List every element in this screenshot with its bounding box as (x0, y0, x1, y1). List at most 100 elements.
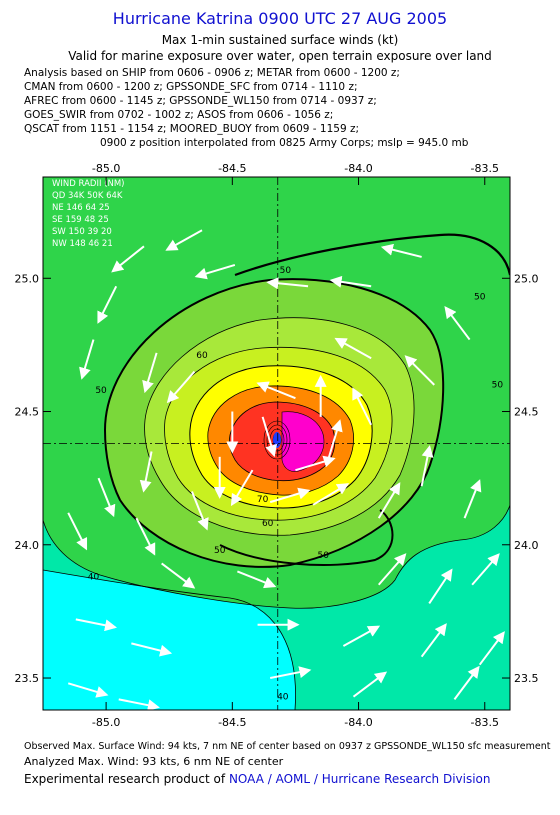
wind-vector-arrow (261, 416, 277, 458)
wind-radii-table: WIND RADII (NM) QD 34K 50K 64K NE 146 64… (52, 179, 124, 249)
contour-label: 50 (280, 266, 292, 276)
wind-vector-arrow (404, 355, 435, 386)
wind-vector-arrow (352, 387, 373, 426)
x-tick-label-bottom: -84.5 (218, 716, 246, 729)
wind-vector-arrow (342, 625, 381, 647)
wind-vector-arrow (471, 553, 500, 586)
wind-vector-arrow (75, 618, 118, 632)
chart-title: Hurricane Katrina 0900 UTC 27 AUG 2005 (112, 9, 448, 28)
contour-label: 40 (277, 692, 289, 702)
contour-label: 50 (214, 546, 226, 556)
y-tick-label-left: 23.5 (15, 672, 40, 685)
wind-vector-arrow (463, 479, 482, 519)
contour-50-thick (234, 233, 510, 277)
wind-vector-arrow (230, 469, 254, 507)
wind-vector-arrow (191, 491, 209, 531)
x-tick-label-top: -84.5 (218, 162, 246, 175)
wind-vector-arrow (67, 682, 109, 698)
contour-50-lower (219, 509, 394, 566)
wind-vector-arrow (135, 517, 156, 556)
y-tick-label-left: 24.5 (15, 406, 40, 419)
wind-vector-arrow (269, 666, 312, 680)
analysis-line-1: Analysis based on SHIP from 0606 - 0906 … (24, 67, 400, 79)
product-credit-org: NOAA / AOML / Hurricane Research Divisio… (228, 772, 491, 786)
product-credit-prefix: Experimental research product of (24, 772, 226, 786)
contour-40 (43, 569, 296, 710)
axes: -85.0 -85.0 -84.5 -84.5 -84.0 -84.0 -83.5 -83.5… (15, 162, 539, 729)
wind-vector-arrow (165, 229, 203, 251)
wind-vector-arrow (97, 285, 118, 324)
wind-vectors (67, 229, 505, 712)
wind-vector-arrow (453, 665, 480, 700)
wind-vector-arrow (111, 245, 145, 273)
wind-vector-arrow (334, 337, 372, 360)
observed-max-wind: Observed Max. Surface Wind: 94 kts, 7 nm… (24, 741, 551, 752)
contour-label: 70 (257, 495, 269, 505)
wind-vector-arrow (139, 451, 153, 493)
analysis-line-6: 0900 z position interpolated from 0825 A… (100, 137, 469, 149)
wind-radii-row: SE 159 48 25 (52, 215, 109, 225)
y-tick-label-left: 25.0 (15, 272, 40, 285)
x-tick-label-top: -84.0 (344, 162, 372, 175)
wind-radii-row: SW 150 39 20 (52, 227, 112, 237)
contour-label: 50 (317, 551, 329, 561)
product-credit: Experimental research product of NOAA / … (24, 772, 491, 786)
grid-lines (43, 177, 510, 710)
y-tick-label-right: 25.0 (514, 272, 539, 285)
wind-vector-arrow (161, 562, 196, 589)
y-tick-label-left: 24.0 (15, 539, 40, 552)
chart-subtitle-1: Max 1-min sustained surface winds (kt) (161, 33, 399, 47)
wind-vector-arrow (97, 477, 116, 518)
wind-vector-arrow (67, 512, 88, 551)
x-tick-label-bottom: -83.5 (471, 716, 499, 729)
band-core (281, 411, 325, 472)
contour-label: 50 (474, 293, 486, 303)
wind-vector-arrow (266, 277, 309, 290)
wind-vector-arrow (295, 455, 336, 472)
contour-labels: 50 50 50 50 60 70 60 50 50 40 40 (88, 266, 504, 702)
wind-vector-arrow (420, 623, 447, 658)
analysis-line-4: GOES_SWIR from 0702 - 1002 z; ASOS from … (24, 109, 334, 121)
wind-radii-row: NW 148 46 21 (52, 239, 113, 249)
wind-radii-row: QD 34K 50K 64K (52, 191, 123, 201)
contour-label: 60 (262, 519, 274, 529)
wind-radii-row: NE 146 64 25 (52, 203, 110, 213)
wind-vector-arrow (327, 419, 343, 460)
wind-vector-arrow (269, 487, 311, 504)
wind-vector-arrow (237, 570, 277, 589)
contour-label: 50 (492, 381, 504, 391)
y-tick-label-right: 24.0 (514, 539, 539, 552)
analysis-line-3: AFREC from 0600 - 1145 z; GPSSONDE_WL150… (24, 95, 377, 107)
contour-label: 40 (88, 572, 100, 582)
storm-eye (273, 432, 281, 448)
analysis-line-5: QSCAT from 1151 - 1154 z; MOORED_BUOY fr… (24, 123, 360, 135)
wind-vector-arrow (312, 483, 350, 506)
wind-vector-arrow (329, 275, 372, 288)
x-tick-label-bottom: -85.0 (92, 716, 120, 729)
wind-vector-arrow (131, 642, 173, 657)
wind-vector-arrow (166, 370, 196, 404)
wind-vector-arrow (194, 263, 236, 280)
analyzed-max-wind: Analyzed Max. Wind: 93 kts, 6 nm NE of c… (24, 755, 284, 768)
wind-vector-arrow (142, 352, 158, 394)
wind-vector-arrow (444, 305, 471, 341)
x-tick-label-top: -85.0 (92, 162, 120, 175)
analysis-line-2: CMAN from 0600 - 1200 z; GPSSONDE_SFC fr… (24, 81, 358, 93)
x-tick-label-top: -83.5 (471, 162, 499, 175)
x-tick-label-bottom: -84.0 (344, 716, 372, 729)
wind-vector-arrow (79, 339, 95, 380)
wind-vector-arrow (256, 381, 296, 400)
contour-label: 60 (196, 351, 208, 361)
wind-vector-arrow (118, 698, 160, 712)
wind-vector-arrow (352, 671, 388, 698)
wind-vector-arrow (420, 444, 434, 487)
wind-vector-arrow (380, 243, 422, 258)
chart-subtitle-2: Valid for marine exposure over water, op… (68, 49, 492, 63)
wind-vector-arrow (377, 553, 407, 586)
y-tick-label-right: 24.5 (514, 406, 539, 419)
contour-label: 50 (95, 386, 107, 396)
wind-vector-arrow (478, 631, 505, 666)
wind-radii-header: WIND RADII (NM) (52, 179, 124, 189)
y-tick-label-right: 23.5 (514, 672, 539, 685)
